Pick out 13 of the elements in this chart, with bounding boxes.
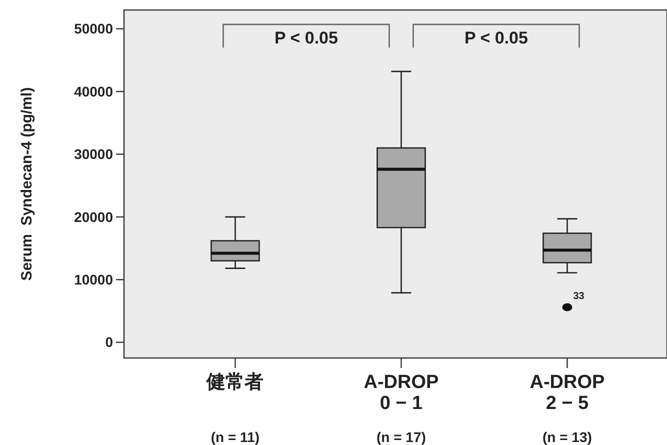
y-tick-label: 20000 [74,208,114,225]
x-tick-label: A-DROP 2 − 5 (n = 13) [530,372,606,445]
y-tick-label: 50000 [74,20,114,37]
annotation: P < 0.05 [464,28,528,48]
annotation: P < 0.05 [274,28,338,48]
annotation: 33 [573,291,585,302]
category-label: 健常者 (n = 11) [206,372,264,445]
y-tick-label: 0 [105,334,114,350]
x-tick-label: A-DROP 0 − 1 (n = 17) [364,372,440,445]
y-tick-label: 10000 [74,272,114,288]
y-tick-label: 40000 [74,83,114,100]
y-axis-title: Serum Syndecan-4 (pg/ml) [18,87,36,281]
y-tick-label: 30000 [74,146,114,162]
